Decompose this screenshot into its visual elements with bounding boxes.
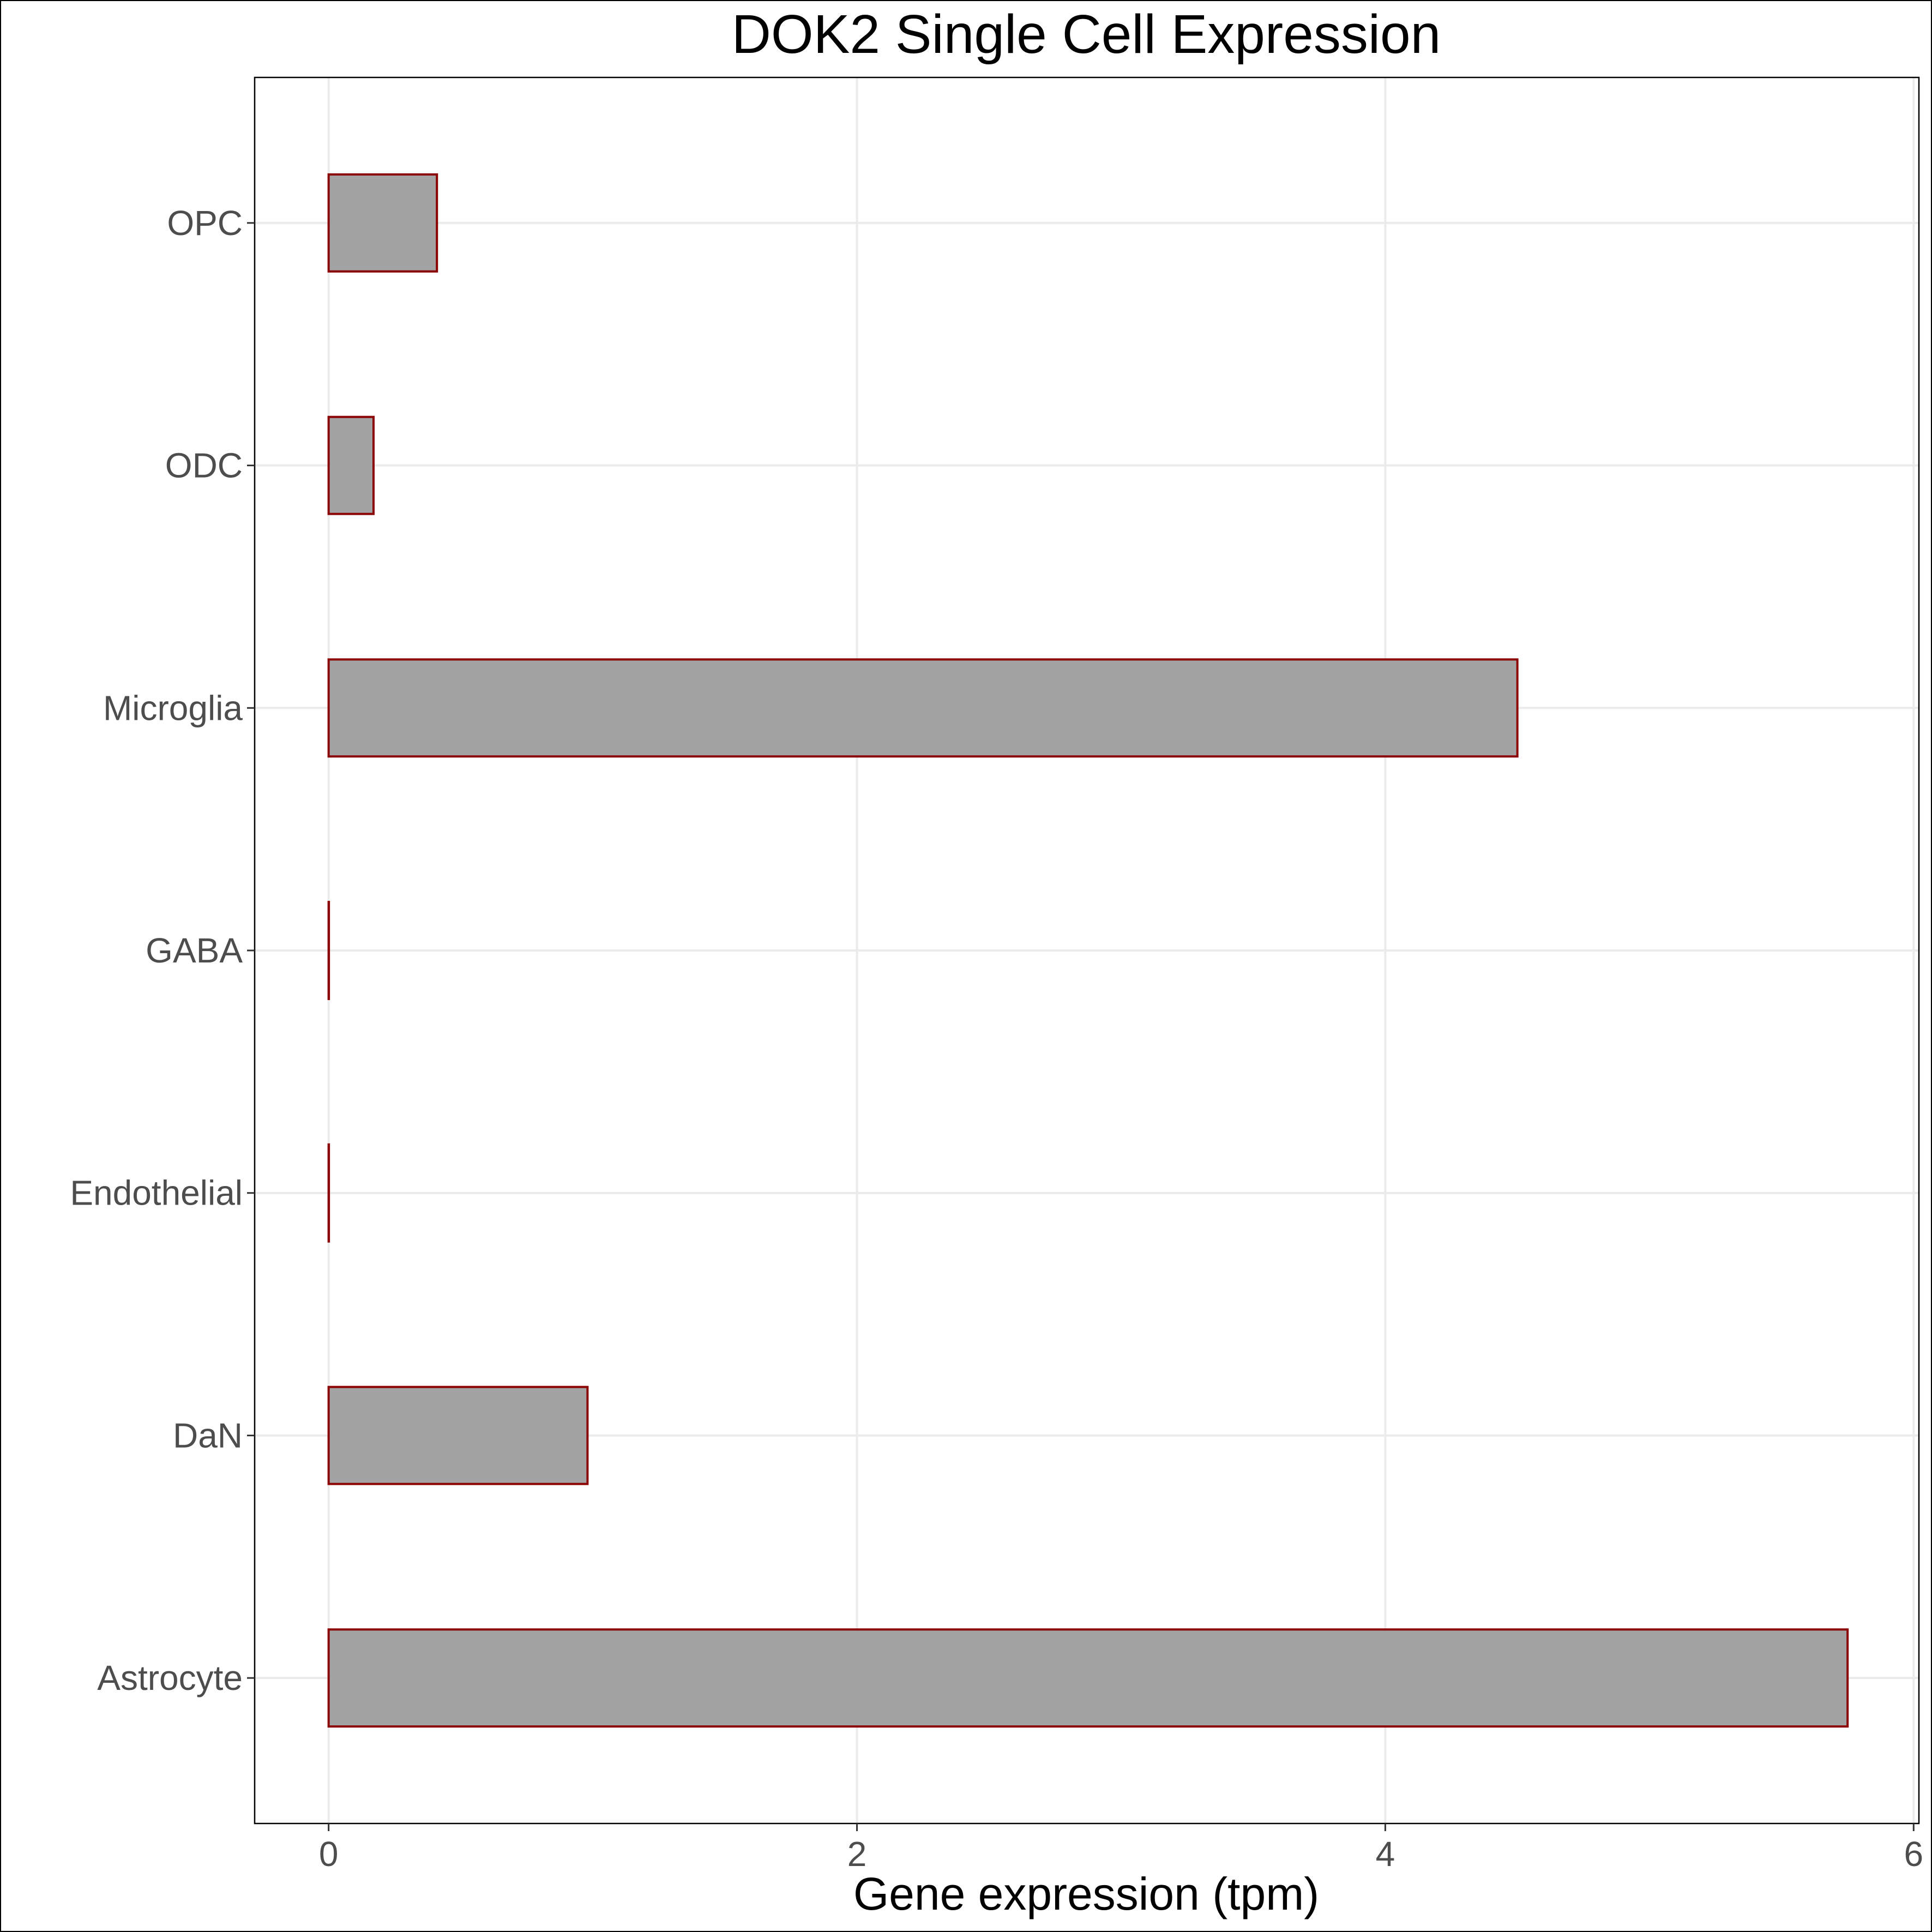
y-axis-ticks: Astrocyte DaN Endothelial GABA Microglia ODC O… — [70, 203, 255, 1698]
y-tick-label: OPC — [167, 203, 243, 243]
y-tick-label: Microglia — [103, 688, 243, 727]
bar-odc — [327, 416, 375, 515]
x-tick-label: 6 — [1904, 1834, 1924, 1874]
bar-microglia — [327, 658, 1519, 758]
x-tick-label: 0 — [319, 1834, 339, 1874]
bar-astrocyte — [327, 1628, 1849, 1728]
chart-title: DOK2 Single Cell Expression — [732, 4, 1441, 65]
x-axis-label: Gene expression (tpm) — [853, 1868, 1319, 1919]
y-tick-label: GABA — [146, 931, 243, 970]
bar-opc — [327, 173, 438, 273]
x-tick-label: 2 — [847, 1834, 867, 1874]
y-tick-label: DaN — [173, 1416, 243, 1455]
bar-layer — [327, 173, 1849, 1728]
bar-dan — [327, 1386, 589, 1485]
y-tick-label: ODC — [165, 446, 243, 485]
grid-layer — [255, 77, 1919, 1823]
x-tick-label: 4 — [1376, 1834, 1395, 1874]
x-axis-ticks: 0 2 4 6 — [319, 1823, 1923, 1874]
y-tick-label: Endothelial — [70, 1173, 243, 1213]
y-tick-label: Astrocyte — [97, 1658, 243, 1698]
